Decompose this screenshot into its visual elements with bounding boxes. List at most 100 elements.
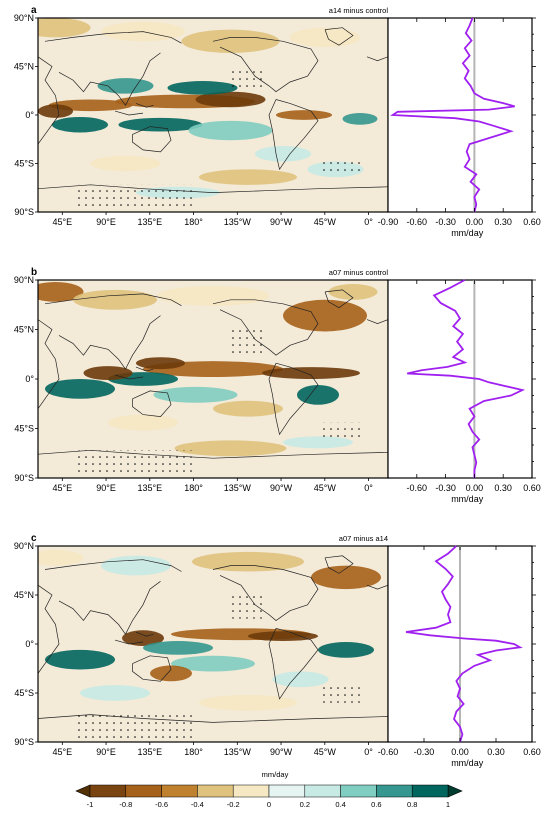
panel-title: a07 minus control: [329, 268, 389, 277]
coastline: [38, 319, 60, 409]
coastline: [212, 565, 319, 621]
profile-x-label: mm/day: [451, 494, 484, 504]
anomaly-region: [150, 665, 192, 682]
significance-stippling: [318, 422, 360, 439]
lon-tick-label: 135°W: [224, 217, 252, 227]
coastline: [58, 581, 161, 635]
anomaly-region: [153, 386, 238, 403]
coastline: [132, 390, 172, 417]
map-field: [38, 280, 388, 478]
colorbar-tick-label: 0.4: [335, 800, 345, 809]
coastline: [212, 299, 319, 356]
coastline: [38, 714, 388, 723]
lon-tick-label: 90°E: [96, 747, 116, 757]
colorbar-tick-label: 0.6: [371, 800, 381, 809]
anomaly-region: [45, 379, 115, 399]
anomaly-region: [171, 655, 255, 672]
profile-line: [390, 17, 515, 213]
lat-tick-label: 45°N: [14, 590, 34, 600]
panel-c: c a07 minus a14 90°N 45°N 0° 45°S 90°S 45°E 90°E…: [14, 533, 541, 768]
anomaly-region: [283, 436, 353, 449]
coastline: [38, 449, 388, 459]
profile-frame: [387, 17, 533, 213]
anomaly-region: [157, 285, 269, 306]
coastline: [114, 374, 144, 380]
map-field: [38, 18, 388, 212]
coastline: [268, 362, 319, 436]
lon-tick-label: 90°W: [270, 217, 293, 227]
lat-tick-label: 0°: [25, 374, 34, 384]
colorbar-tick-label: -0.8: [119, 800, 132, 809]
lon-tick-label: 45°E: [52, 217, 72, 227]
anomaly-region: [199, 694, 297, 711]
profile-x-tick-label: -0.30: [435, 483, 456, 493]
panel-b: b a07 minus control 90°N 45°N 0° 45°S 90°S 45°E…: [14, 267, 541, 504]
lon-tick-label: 135°W: [224, 483, 252, 493]
lon-tick-label: 90°E: [96, 483, 116, 493]
colorbar-tick-label: -1: [87, 800, 94, 809]
panel-letter: a: [31, 5, 37, 16]
anomaly-region: [290, 27, 360, 48]
coastline: [268, 627, 319, 700]
panel-title: a14 minus control: [329, 6, 389, 15]
coastline: [268, 99, 319, 171]
colorbar-tick-label: 0.2: [300, 800, 310, 809]
lat-tick-label: 45°S: [14, 424, 34, 434]
anomaly-region: [38, 281, 84, 302]
profile-x-tick-label: 0.00: [466, 483, 484, 493]
lon-tick-label: 90°W: [270, 747, 293, 757]
anomaly-region: [192, 551, 304, 572]
anomaly-region: [283, 299, 367, 332]
panel-a: a a14 minus control 90°N 45°N 0° 45°S 90°S 45°E…: [14, 5, 541, 238]
lon-tick-label: 135°W: [224, 747, 252, 757]
lat-tick-label: 45°N: [14, 62, 34, 72]
profile-x-tick-label: 0.60: [523, 483, 541, 493]
profile-x-tick-label: 0.60: [523, 217, 541, 227]
anomaly-region: [188, 120, 273, 141]
lon-tick-label: 180°: [184, 747, 203, 757]
coastline: [44, 31, 182, 44]
colorbar-swatch: [304, 784, 341, 798]
anomaly-region: [143, 641, 213, 655]
colorbar-swatch: [125, 784, 162, 798]
coastline: [366, 584, 388, 590]
profile-x-label: mm/day: [451, 758, 484, 768]
colorbar-swatch: [197, 784, 234, 798]
colorbar-swatch: [268, 784, 306, 798]
colorbar-swatch: [411, 784, 449, 798]
colorbar-tick-label: 0: [267, 800, 271, 809]
zonal-mean-profile: -0.60 -0.30 0.00 0.30 0.60 mm/day: [387, 279, 541, 504]
panel-title: a07 minus a14: [339, 534, 388, 543]
anomaly-region: [38, 549, 84, 566]
lon-tick-label: 45°W: [314, 747, 337, 757]
anomaly-region: [328, 283, 378, 300]
coastline: [135, 103, 154, 108]
colorbar-max-arrow: [447, 784, 463, 798]
anomaly-region: [342, 113, 378, 125]
zonal-mean-profile: -0.90 -0.60 -0.30 0.00 0.30 0.60 mm/day: [378, 17, 541, 238]
profile-x-tick-label: -0.90: [378, 217, 399, 227]
anomaly-region: [272, 671, 329, 688]
anomaly-region: [108, 414, 178, 431]
colorbar-swatch: [232, 784, 270, 798]
significance-stippling: [73, 714, 196, 739]
anomaly-region: [38, 104, 73, 118]
coastline: [135, 631, 154, 637]
coastline: [324, 555, 354, 574]
significance-stippling: [318, 687, 360, 703]
anomaly-region: [80, 685, 150, 701]
anomaly-region: [255, 146, 311, 162]
coastline: [132, 126, 172, 153]
coastline: [58, 52, 161, 106]
coastline: [38, 56, 60, 145]
lat-tick-label: 90°S: [14, 737, 34, 747]
profile-x-label: mm/day: [451, 228, 484, 238]
lon-tick-label: 45°W: [314, 217, 337, 227]
anomaly-region: [73, 289, 157, 310]
lon-tick-label: 45°E: [52, 483, 72, 493]
anomaly-region: [118, 117, 203, 132]
significance-stippling: [73, 450, 196, 475]
colorbar-swatch: [89, 784, 127, 798]
anomaly-region: [181, 29, 280, 53]
